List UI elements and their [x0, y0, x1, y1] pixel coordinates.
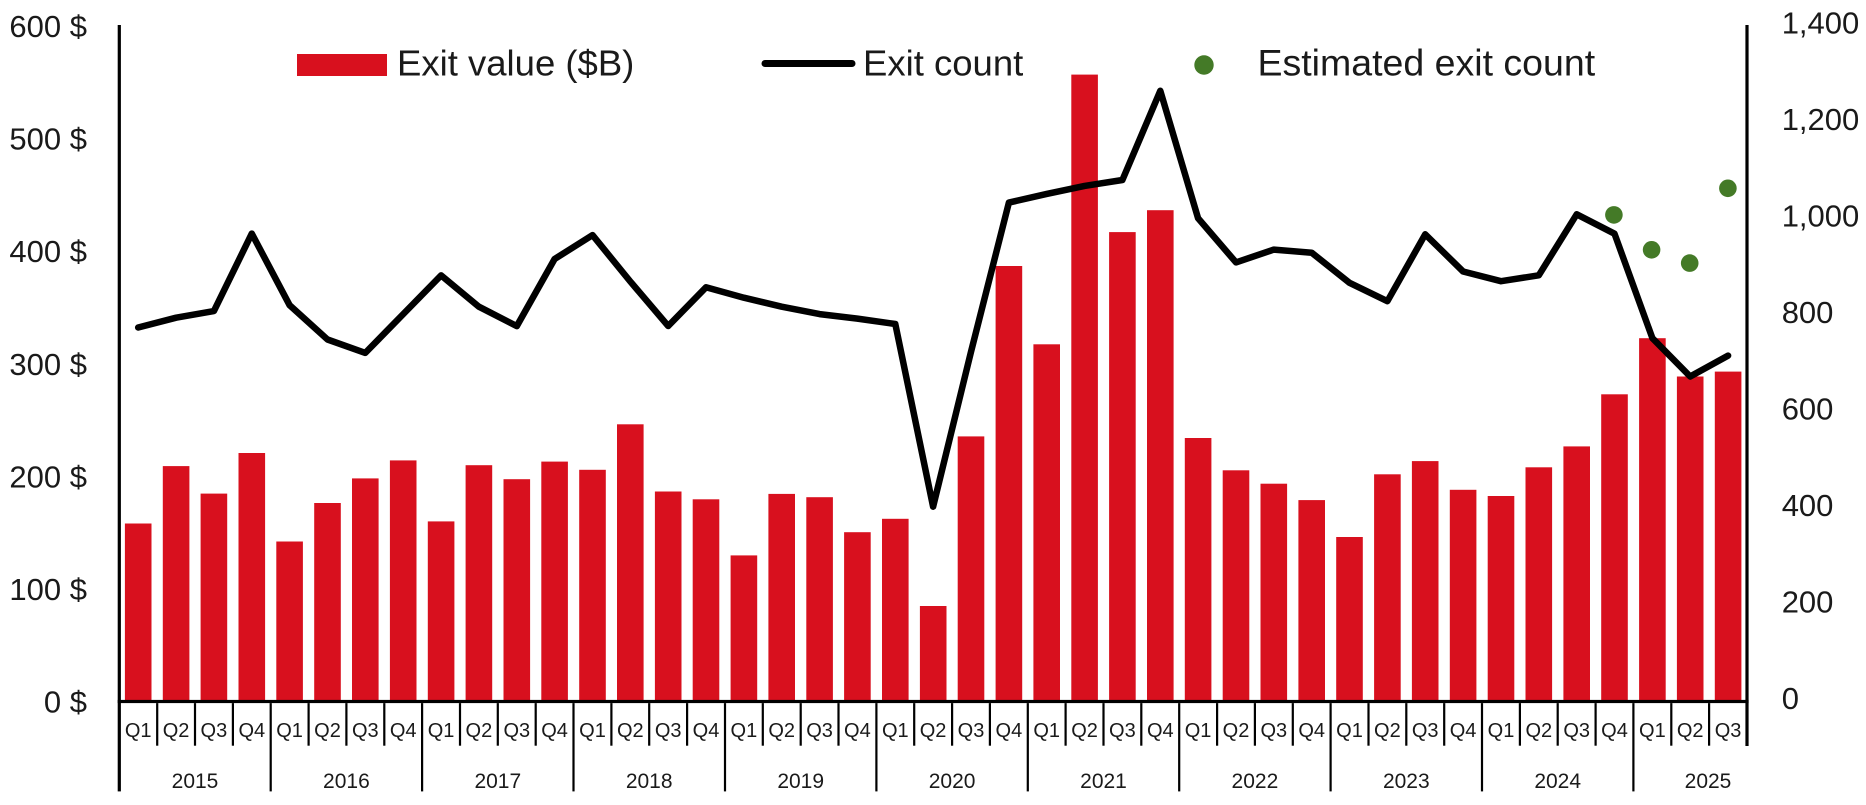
- svg-text:Q4: Q4: [844, 720, 871, 742]
- svg-text:Q1: Q1: [1033, 720, 1060, 742]
- svg-text:0 $: 0 $: [44, 685, 87, 720]
- svg-text:2018: 2018: [626, 770, 673, 793]
- svg-text:Q4: Q4: [1147, 720, 1174, 742]
- svg-text:2023: 2023: [1383, 770, 1430, 793]
- svg-text:Q4: Q4: [996, 720, 1023, 742]
- svg-text:500 $: 500 $: [9, 122, 87, 157]
- svg-text:Q3: Q3: [806, 720, 833, 742]
- svg-text:Q4: Q4: [541, 720, 568, 742]
- svg-text:2022: 2022: [1232, 770, 1279, 793]
- svg-text:Q1: Q1: [579, 720, 606, 742]
- svg-text:Q2: Q2: [466, 720, 493, 742]
- svg-text:Q4: Q4: [1450, 720, 1477, 742]
- svg-text:Q2: Q2: [1071, 720, 1098, 742]
- svg-text:Q2: Q2: [1677, 720, 1704, 742]
- svg-text:Q3: Q3: [201, 720, 228, 742]
- svg-text:200: 200: [1782, 585, 1834, 620]
- svg-text:Q1: Q1: [276, 720, 303, 742]
- svg-text:Q3: Q3: [1715, 720, 1742, 742]
- svg-text:Q3: Q3: [655, 720, 682, 742]
- svg-text:Q4: Q4: [1601, 720, 1628, 742]
- svg-text:Estimated exit count: Estimated exit count: [1258, 41, 1596, 83]
- svg-text:Q3: Q3: [958, 720, 985, 742]
- svg-text:Q2: Q2: [768, 720, 795, 742]
- svg-text:Exit value ($B): Exit value ($B): [397, 42, 634, 83]
- svg-text:2025: 2025: [1685, 770, 1732, 793]
- svg-text:Q4: Q4: [390, 720, 417, 742]
- svg-text:800: 800: [1782, 295, 1834, 330]
- svg-text:Q1: Q1: [731, 720, 758, 742]
- svg-text:2021: 2021: [1080, 770, 1127, 793]
- svg-text:Q2: Q2: [1223, 720, 1250, 742]
- svg-text:2019: 2019: [777, 770, 824, 793]
- svg-text:100 $: 100 $: [9, 572, 87, 607]
- svg-text:Q2: Q2: [314, 720, 341, 742]
- svg-text:Q1: Q1: [1185, 720, 1212, 742]
- svg-text:Exit count: Exit count: [863, 42, 1023, 83]
- svg-text:2015: 2015: [172, 770, 219, 793]
- svg-text:600: 600: [1782, 392, 1834, 427]
- svg-text:Q2: Q2: [617, 720, 644, 742]
- svg-text:1,400: 1,400: [1782, 6, 1860, 41]
- svg-text:300 $: 300 $: [9, 347, 87, 382]
- svg-text:Q3: Q3: [1260, 720, 1287, 742]
- svg-text:200 $: 200 $: [9, 459, 87, 494]
- svg-text:Q2: Q2: [1374, 720, 1401, 742]
- svg-text:Q1: Q1: [1336, 720, 1363, 742]
- svg-text:2024: 2024: [1534, 770, 1581, 793]
- svg-text:600 $: 600 $: [9, 9, 87, 44]
- svg-text:2016: 2016: [323, 770, 370, 793]
- svg-text:Q2: Q2: [1525, 720, 1552, 742]
- svg-text:1,200: 1,200: [1782, 102, 1860, 137]
- svg-text:Q1: Q1: [1488, 720, 1515, 742]
- svg-text:2020: 2020: [929, 770, 976, 793]
- svg-text:Q1: Q1: [125, 720, 152, 742]
- svg-text:Q2: Q2: [920, 720, 947, 742]
- svg-text:400 $: 400 $: [9, 234, 87, 269]
- svg-text:Q3: Q3: [503, 720, 530, 742]
- svg-text:Q4: Q4: [693, 720, 720, 742]
- svg-text:Q4: Q4: [238, 720, 265, 742]
- svg-text:0: 0: [1782, 681, 1799, 716]
- svg-text:Q4: Q4: [1298, 720, 1325, 742]
- svg-text:Q3: Q3: [1563, 720, 1590, 742]
- svg-text:Q1: Q1: [882, 720, 909, 742]
- svg-text:Q3: Q3: [1412, 720, 1439, 742]
- svg-text:400: 400: [1782, 488, 1834, 523]
- svg-text:Q1: Q1: [1639, 720, 1666, 742]
- svg-text:1,000: 1,000: [1782, 199, 1860, 234]
- svg-text:Q3: Q3: [1109, 720, 1136, 742]
- svg-text:Q3: Q3: [352, 720, 379, 742]
- svg-text:2017: 2017: [474, 770, 521, 793]
- svg-text:Q2: Q2: [163, 720, 190, 742]
- svg-text:Q1: Q1: [428, 720, 455, 742]
